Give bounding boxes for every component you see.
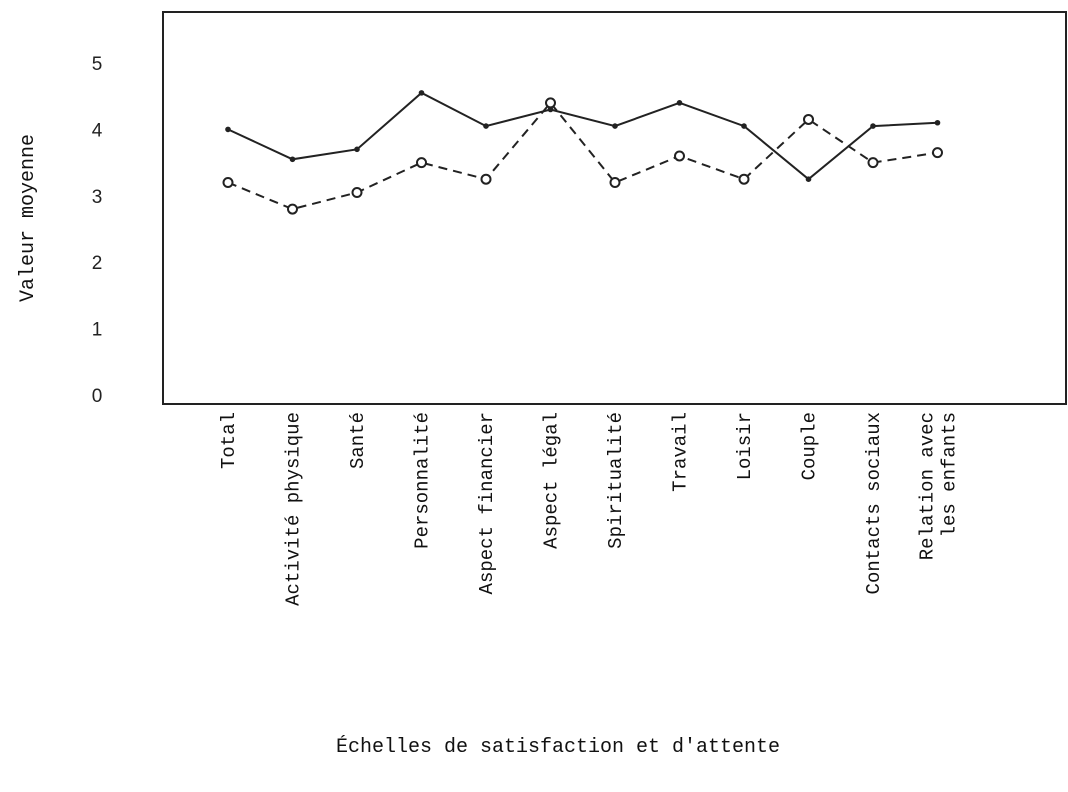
- data-point-open: [287, 203, 298, 215]
- series-layer: [222, 90, 943, 215]
- data-point-open: [674, 150, 685, 162]
- x-axis-title: Échelles de satisfaction et d'attente: [336, 735, 780, 759]
- data-point-filled: [289, 156, 296, 163]
- data-point-filled: [805, 176, 812, 182]
- data-point-filled: [483, 123, 489, 129]
- x-category-label: Travail: [670, 412, 692, 492]
- series-line-dashed: [227, 101, 938, 211]
- y-axis-title: Valeur moyenne: [17, 134, 40, 302]
- data-point-open: [738, 173, 750, 185]
- data-point-filled: [741, 123, 747, 129]
- y-tick-label: 2: [92, 253, 103, 274]
- data-point-open: [351, 186, 363, 198]
- data-point-open: [803, 113, 814, 125]
- data-point-open: [609, 177, 621, 189]
- x-category-label: Santé: [347, 412, 369, 469]
- y-tick-label: 5: [92, 54, 103, 75]
- x-category-label: Activité physique: [283, 412, 305, 606]
- y-axis-ticks: 0 1 2 3 4 5: [92, 54, 103, 407]
- y-tick-label: 1: [92, 320, 103, 341]
- data-point-open: [480, 173, 492, 185]
- data-point-open: [222, 177, 234, 189]
- x-category-label: Personnalité: [412, 412, 434, 549]
- y-tick-label: 4: [92, 120, 103, 141]
- data-point-filled: [676, 100, 683, 106]
- data-point-open: [867, 157, 879, 169]
- x-category-label: Total: [218, 412, 240, 469]
- plot-frame: [162, 11, 1067, 405]
- data-point-filled: [418, 90, 425, 96]
- data-point-filled: [225, 126, 231, 133]
- data-point-filled: [870, 123, 876, 129]
- x-category-label: Relation avec: [917, 412, 939, 560]
- x-axis-category-labels: Total Activité physique Santé Personnalité A…: [218, 412, 961, 606]
- x-category-label: Couple: [799, 412, 821, 480]
- data-point-filled: [612, 123, 618, 129]
- data-point-open: [416, 157, 427, 169]
- data-point-open: [932, 147, 943, 159]
- x-category-label: les enfants: [939, 412, 961, 537]
- data-point-filled: [934, 119, 941, 126]
- data-point-open: [545, 97, 556, 109]
- data-point-filled: [354, 146, 360, 153]
- y-tick-label: 3: [92, 187, 103, 208]
- x-category-label: Aspect légal: [541, 412, 563, 549]
- y-tick-label: 0: [92, 386, 103, 407]
- x-category-label: Aspect financier: [476, 412, 498, 594]
- x-category-label: Contacts sociaux: [863, 412, 885, 594]
- x-category-label: Spiritualité: [605, 412, 627, 549]
- x-category-label: Loisir: [734, 412, 756, 480]
- series-line-solid: [227, 91, 938, 181]
